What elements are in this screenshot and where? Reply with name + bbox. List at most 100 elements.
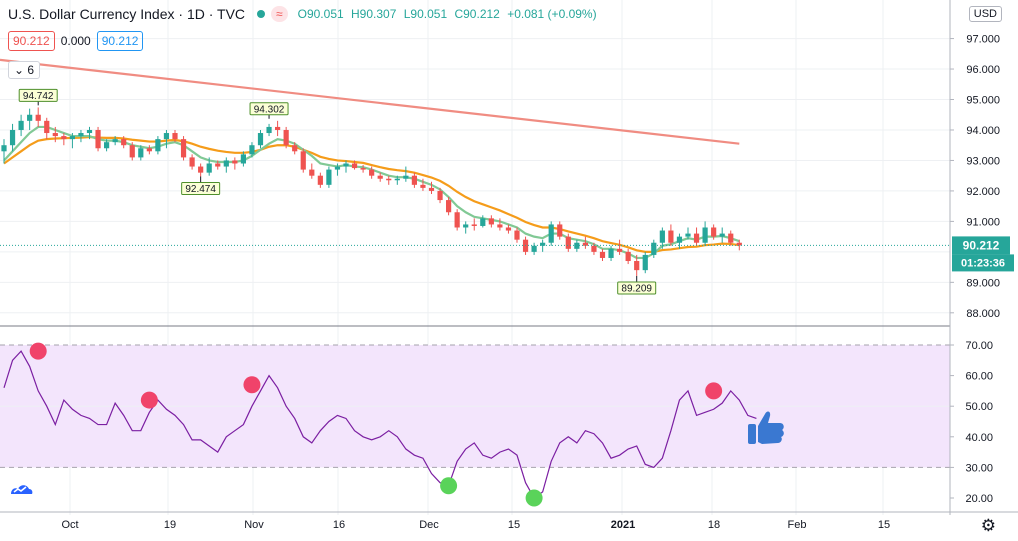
ma-long-line [0,58,740,145]
annotation-label-high2: 94.302 [254,104,285,115]
candle-body [471,224,477,226]
annotation-box [249,102,289,116]
candle-body [275,126,281,130]
annotation-low2: 89.209 [617,275,657,295]
candle [61,133,67,146]
quote-row: 90.212 0.000 90.212 [8,31,149,51]
candle [275,120,281,137]
price-axis[interactable]: 89.000 88.000 97.000 96.000 95.000 94.000 93.0… [949,0,1018,515]
candle [18,114,24,137]
candle-body [591,245,597,252]
candle [608,245,614,262]
time-axis[interactable]: Oct 19 Nov 16 Dec 15 2021 18 Feb 15 [0,511,1018,531]
candle-body [428,187,435,191]
tradingview-logo-icon [11,485,33,494]
rsi-pane [0,344,950,499]
candle [104,139,110,152]
price-tick-label: 97.000 [966,34,1000,46]
candle-body [369,169,375,176]
price-tick-label: 96.000 [966,64,1000,76]
candle [505,224,512,234]
time-tick-label: 15 [508,519,520,531]
candle-body [317,175,323,185]
candle [351,160,358,170]
rsi-tick-label: 50.00 [965,401,993,413]
rsi-axis[interactable]: 70.00 60.00 50.00 40.00 30.00 20.00 [950,340,993,505]
candle-body [488,218,494,225]
thumb-cuff [748,424,756,444]
candle-body [386,178,392,181]
candle [471,218,477,231]
countdown-box [952,254,1014,272]
last-price-label: 90.212 [963,238,1000,252]
candle-body [403,175,409,179]
rsi-dot-red [705,382,723,400]
bid-price[interactable]: 90.212 [8,31,55,51]
candle-body [608,248,614,258]
currency-label[interactable]: USD [968,6,1002,22]
candle-body [377,175,383,179]
candle [548,221,554,246]
time-tick-label: Nov [244,519,264,531]
ohlc-low: L90.051 [403,7,448,21]
candle-body [198,166,204,173]
candle-body [163,133,170,140]
time-tick-label: Feb [788,519,807,531]
rsi-tick-label: 20.00 [965,493,993,505]
ohlc-close: C90.212 [454,7,500,21]
candle [334,163,341,176]
candle-body [61,136,67,140]
ohlc-high: H90.307 [351,7,397,21]
candle [676,233,683,249]
candle-body [189,157,195,167]
last-price-box [952,236,1010,255]
candle-body [463,224,469,228]
symbol-title[interactable]: U.S. Dollar Currency Index · 1D · TVC [8,6,246,22]
candle-body [249,145,255,155]
candle [591,242,597,255]
candle [386,175,392,185]
candlestick-series[interactable] [0,107,950,276]
candle [198,163,204,177]
candle-body [334,166,341,170]
candle-body [78,133,84,137]
candle [240,151,246,167]
candle [531,242,537,255]
candle-body [651,242,657,255]
candle [172,129,178,143]
candle [497,218,503,231]
indicators-toggle-button[interactable]: ⌄ 6 [8,61,41,79]
price-tick-label: 88.000 [966,308,1000,320]
candle [728,230,734,246]
rsi-dot-green [440,477,458,495]
candle-body [18,120,24,130]
rsi-signal-dots [29,342,723,507]
ohlc-open: O90.051 [297,7,344,21]
candle [557,221,563,240]
ask-price[interactable]: 90.212 [96,31,144,51]
candle [266,123,272,137]
rsi-tick-label: 60.00 [965,371,993,383]
candle [514,227,520,243]
candle [693,227,700,246]
candle-body [1,145,7,152]
settings-gear-icon[interactable]: ⚙ [980,516,996,535]
candle [223,157,229,173]
candle [232,157,238,170]
candle [300,148,306,173]
rsi-tick-label: 70.00 [965,340,993,352]
candle-body [292,145,298,152]
candle [659,227,665,249]
ema-slow-line [3,135,740,253]
candle-body [642,254,648,271]
compare-wave-icon[interactable]: ≈ [271,6,288,22]
market-status-dot-icon [257,10,266,18]
candle-body [514,230,520,240]
candle-body [617,248,623,252]
thumbs-up-icon [748,411,784,444]
candle [565,233,571,252]
candle [317,172,323,188]
candle [377,172,383,182]
time-tick-label: 2021 [611,519,635,531]
